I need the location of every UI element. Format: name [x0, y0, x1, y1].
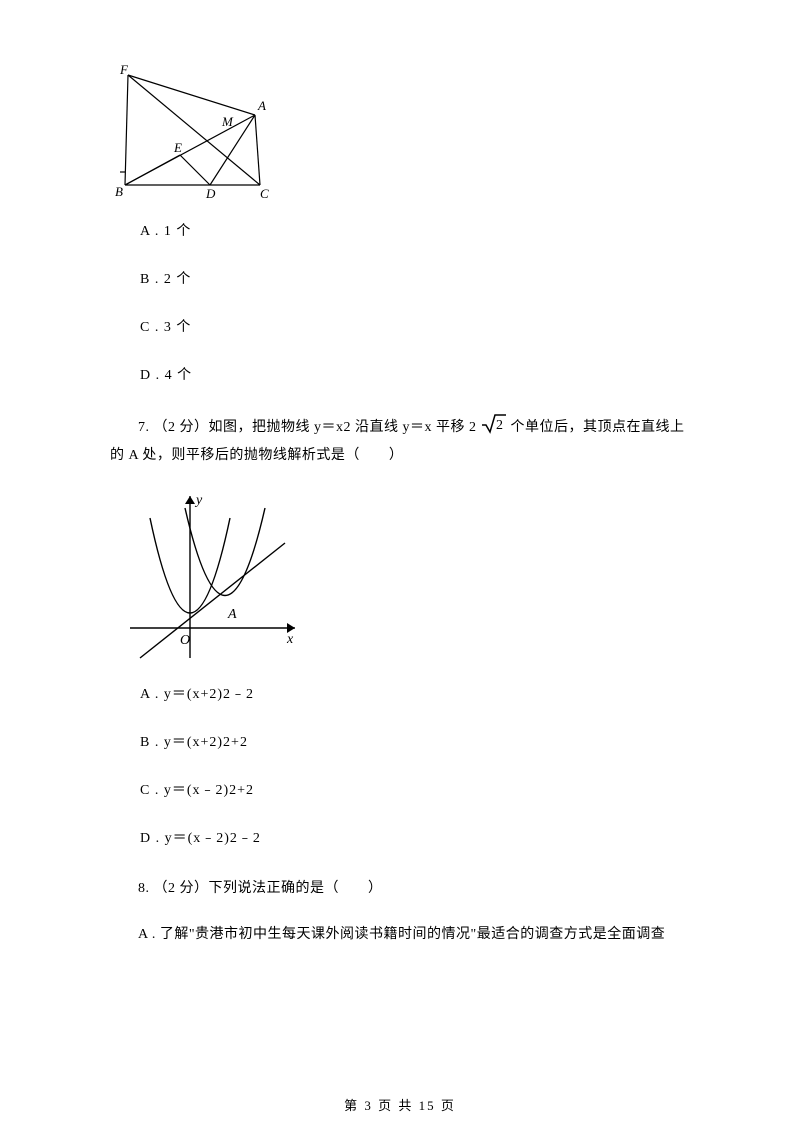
q8-text: 下列说法正确的是（ ）: [209, 881, 383, 896]
q8-stem: 8. （2 分）下列说法正确的是（ ）: [110, 875, 690, 903]
page-footer: 第 3 页 共 15 页: [0, 1095, 800, 1114]
q8-num: 8.: [138, 881, 150, 896]
label-M: M: [221, 114, 234, 129]
label-y: y: [194, 493, 203, 508]
label-D: D: [205, 186, 216, 200]
q7-option-C: C . y＝(x﹣2)2+2: [140, 779, 690, 799]
svg-text:2: 2: [496, 418, 504, 433]
label-E: E: [173, 140, 182, 155]
label-C: C: [260, 186, 269, 200]
figure-q7-parabola: y x O A: [130, 488, 690, 663]
q7-stem: 7. （2 分）如图，把抛物线 y＝x2 沿直线 y＝x 平移 2 2 个单位后…: [110, 412, 690, 470]
q7-option-A: A . y＝(x+2)2﹣2: [140, 683, 690, 703]
q7-option-D: D . y＝(x﹣2)2﹣2: [140, 827, 690, 847]
q7-text-a: 如图，把抛物线 y＝x2 沿直线 y＝x 平移 2: [209, 420, 481, 435]
q8-points: （2 分）: [154, 881, 209, 896]
figure-q6-geometry: F A M E B D C: [110, 60, 690, 200]
q6-option-D: D . 4 个: [140, 364, 690, 384]
label-B: B: [115, 184, 123, 199]
q6-option-B: B . 2 个: [140, 268, 690, 288]
q7-option-B: B . y＝(x+2)2+2: [140, 731, 690, 751]
label-A: A: [257, 98, 266, 113]
label-O: O: [180, 633, 190, 648]
q7-points: （2 分）: [154, 420, 209, 435]
label-A2: A: [227, 607, 237, 622]
q6-option-A: A . 1 个: [140, 220, 690, 240]
q8-option-A: A . 了解"贵港市初中生每天课外阅读书籍时间的情况"最适合的调查方式是全面调查: [110, 921, 690, 949]
q6-option-C: C . 3 个: [140, 316, 690, 336]
q7-num: 7.: [138, 420, 150, 435]
sqrt-icon: 2: [481, 412, 507, 434]
label-x: x: [286, 632, 294, 647]
label-F: F: [119, 62, 129, 77]
